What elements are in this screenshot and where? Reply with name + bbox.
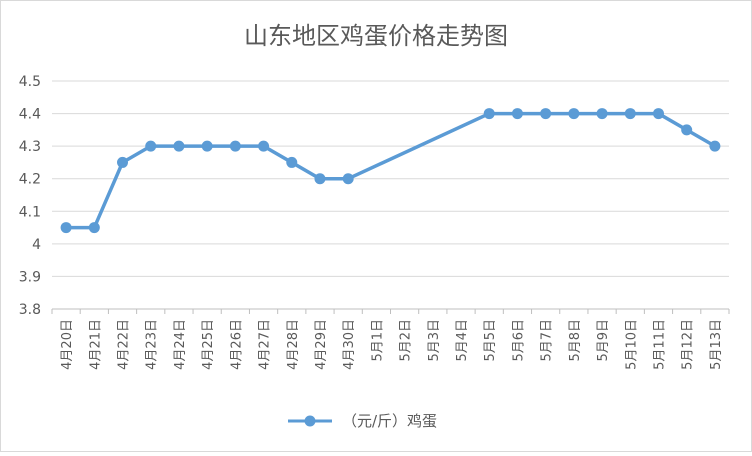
y-tick-label: 4.2 bbox=[19, 172, 41, 188]
series-layer bbox=[60, 108, 721, 234]
x-tick-label: 4月20日 bbox=[60, 319, 75, 370]
data-point bbox=[568, 108, 580, 120]
x-tick-label: 4月21日 bbox=[88, 319, 103, 370]
data-point bbox=[596, 108, 608, 120]
y-tick-label: 4.4 bbox=[19, 107, 41, 123]
x-tick-label: 4月28日 bbox=[286, 319, 301, 370]
x-tick-label: 4月23日 bbox=[145, 319, 160, 370]
data-point bbox=[540, 108, 552, 120]
x-tick-label: 4月29日 bbox=[314, 319, 329, 370]
x-tick-label: 4月22日 bbox=[117, 319, 132, 370]
x-tick-label: 5月7日 bbox=[540, 319, 555, 362]
y-tick-label: 3.9 bbox=[19, 269, 41, 285]
data-point bbox=[681, 124, 693, 136]
y-tick-label: 4.5 bbox=[19, 74, 41, 90]
x-axis: 4月20日 4月21日 4月22日 4月23日 4月24日 4月25日 4月26日 4月27日… bbox=[51, 309, 730, 370]
y-tick-label: 3.8 bbox=[19, 302, 41, 318]
x-tick-label: 5月8日 bbox=[568, 319, 583, 362]
data-point bbox=[173, 140, 185, 152]
legend-marker-swatch bbox=[304, 415, 316, 427]
x-tick-label: 5月4日 bbox=[455, 319, 470, 362]
data-point bbox=[117, 156, 129, 168]
y-axis: 3.8 3.9 4 4.1 4.2 4.3 4.4 4.5 bbox=[19, 74, 41, 318]
x-tick-label: 5月3日 bbox=[427, 319, 442, 362]
x-tick-label: 5月13日 bbox=[709, 319, 724, 370]
x-tick-label: 5月12日 bbox=[681, 319, 696, 370]
data-point bbox=[483, 108, 495, 120]
data-point bbox=[258, 140, 270, 152]
data-point bbox=[145, 140, 157, 152]
data-point bbox=[342, 173, 354, 185]
x-tick-label: 4月24日 bbox=[173, 319, 188, 370]
data-point bbox=[60, 222, 72, 234]
x-tick-label: 5月5日 bbox=[483, 319, 498, 362]
series-line bbox=[66, 111, 716, 230]
x-tick-label: 5月9日 bbox=[596, 319, 611, 362]
x-tick-label: 5月1日 bbox=[370, 319, 385, 362]
x-tick-label: 4月26日 bbox=[229, 319, 244, 370]
data-point bbox=[511, 108, 523, 120]
x-tick-label: 5月6日 bbox=[511, 319, 526, 362]
x-tick-label: 4月27日 bbox=[258, 319, 273, 370]
chart-title: 山东地区鸡蛋价格走势图 bbox=[244, 22, 508, 50]
legend: （元/斤）鸡蛋 bbox=[288, 412, 437, 430]
y-tick-label: 4 bbox=[32, 237, 41, 253]
data-point bbox=[652, 108, 664, 120]
x-tick-label: 5月10日 bbox=[624, 319, 639, 370]
data-point bbox=[229, 140, 241, 152]
x-tick-label: 5月2日 bbox=[399, 319, 414, 362]
data-point bbox=[201, 140, 213, 152]
data-point bbox=[624, 108, 636, 120]
data-point bbox=[314, 173, 326, 185]
y-tick-label: 4.3 bbox=[19, 139, 41, 155]
legend-series-label: （元/斤）鸡蛋 bbox=[342, 412, 437, 430]
data-point bbox=[709, 140, 721, 152]
x-tick-label: 5月11日 bbox=[652, 319, 667, 370]
data-point bbox=[286, 156, 298, 168]
x-tick-label: 4月25日 bbox=[201, 319, 216, 370]
data-point bbox=[88, 222, 100, 234]
y-tick-label: 4.1 bbox=[19, 204, 41, 220]
x-tick-label: 4月30日 bbox=[342, 319, 357, 370]
